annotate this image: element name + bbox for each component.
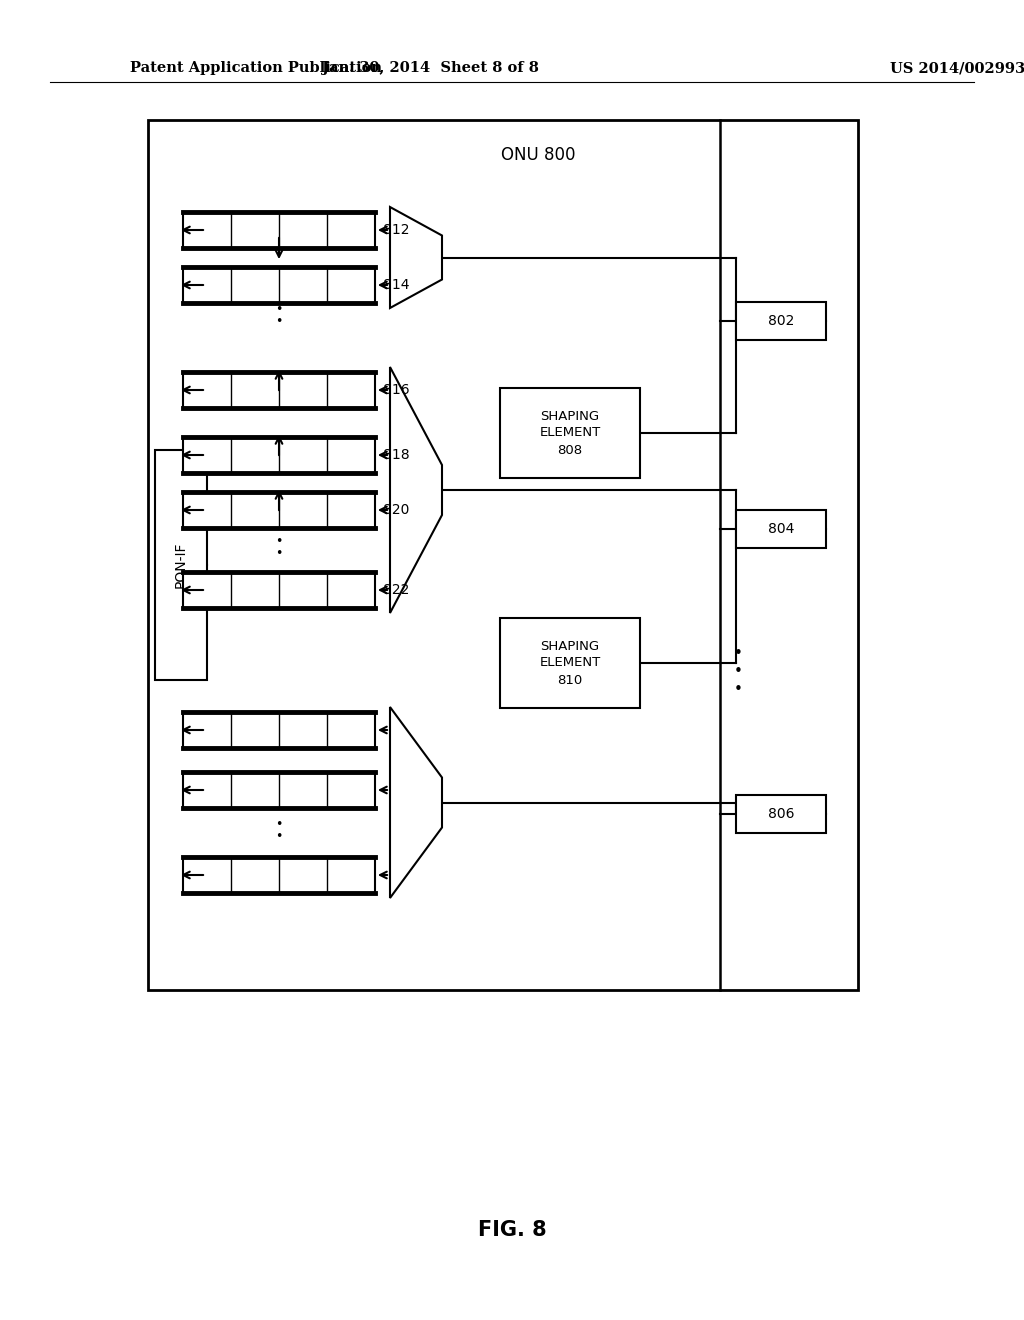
Text: 816: 816: [383, 383, 410, 397]
Bar: [183, 267, 375, 304]
Bar: [183, 711, 375, 748]
Text: •: •: [275, 315, 283, 327]
Bar: [183, 857, 375, 894]
Text: •: •: [275, 536, 283, 549]
Bar: [183, 492, 375, 528]
Text: 812: 812: [383, 223, 410, 238]
Bar: [736, 510, 826, 548]
Text: SHAPING
ELEMENT
810: SHAPING ELEMENT 810: [540, 639, 601, 686]
Text: 814: 814: [383, 279, 410, 292]
Bar: [183, 267, 375, 304]
Bar: [736, 795, 826, 833]
Bar: [500, 388, 640, 478]
Text: •: •: [275, 830, 283, 843]
Polygon shape: [390, 207, 442, 308]
Bar: [183, 492, 375, 528]
Bar: [183, 572, 375, 609]
Bar: [183, 437, 375, 473]
Polygon shape: [390, 708, 442, 898]
Text: 802: 802: [768, 314, 795, 327]
Text: PON-IF: PON-IF: [174, 541, 188, 589]
Bar: [183, 711, 375, 748]
Bar: [183, 372, 375, 408]
Bar: [183, 772, 375, 808]
Text: FIG. 8: FIG. 8: [477, 1220, 547, 1239]
Polygon shape: [390, 367, 442, 612]
Text: 806: 806: [768, 807, 795, 821]
Text: •: •: [275, 818, 283, 832]
Bar: [183, 213, 375, 248]
Text: Jan. 30, 2014  Sheet 8 of 8: Jan. 30, 2014 Sheet 8 of 8: [322, 61, 539, 75]
Text: •: •: [275, 548, 283, 561]
Text: 820: 820: [383, 503, 410, 517]
Text: 818: 818: [383, 447, 410, 462]
Text: •: •: [733, 682, 742, 697]
Text: US 2014/0029936 A1: US 2014/0029936 A1: [890, 61, 1024, 75]
Bar: [183, 857, 375, 894]
Text: •: •: [275, 304, 283, 315]
Text: 804: 804: [768, 521, 795, 536]
Bar: [155, 450, 207, 680]
Text: •: •: [733, 645, 742, 661]
Bar: [183, 572, 375, 609]
Text: 822: 822: [383, 583, 410, 597]
Bar: [736, 302, 826, 341]
Bar: [183, 772, 375, 808]
Text: Patent Application Publication: Patent Application Publication: [130, 61, 382, 75]
Text: •: •: [733, 664, 742, 678]
Bar: [183, 372, 375, 408]
Text: SHAPING
ELEMENT
808: SHAPING ELEMENT 808: [540, 409, 601, 457]
Bar: [183, 213, 375, 248]
Bar: [148, 120, 858, 990]
Text: ONU 800: ONU 800: [502, 147, 575, 164]
Bar: [183, 437, 375, 473]
Bar: [500, 618, 640, 708]
